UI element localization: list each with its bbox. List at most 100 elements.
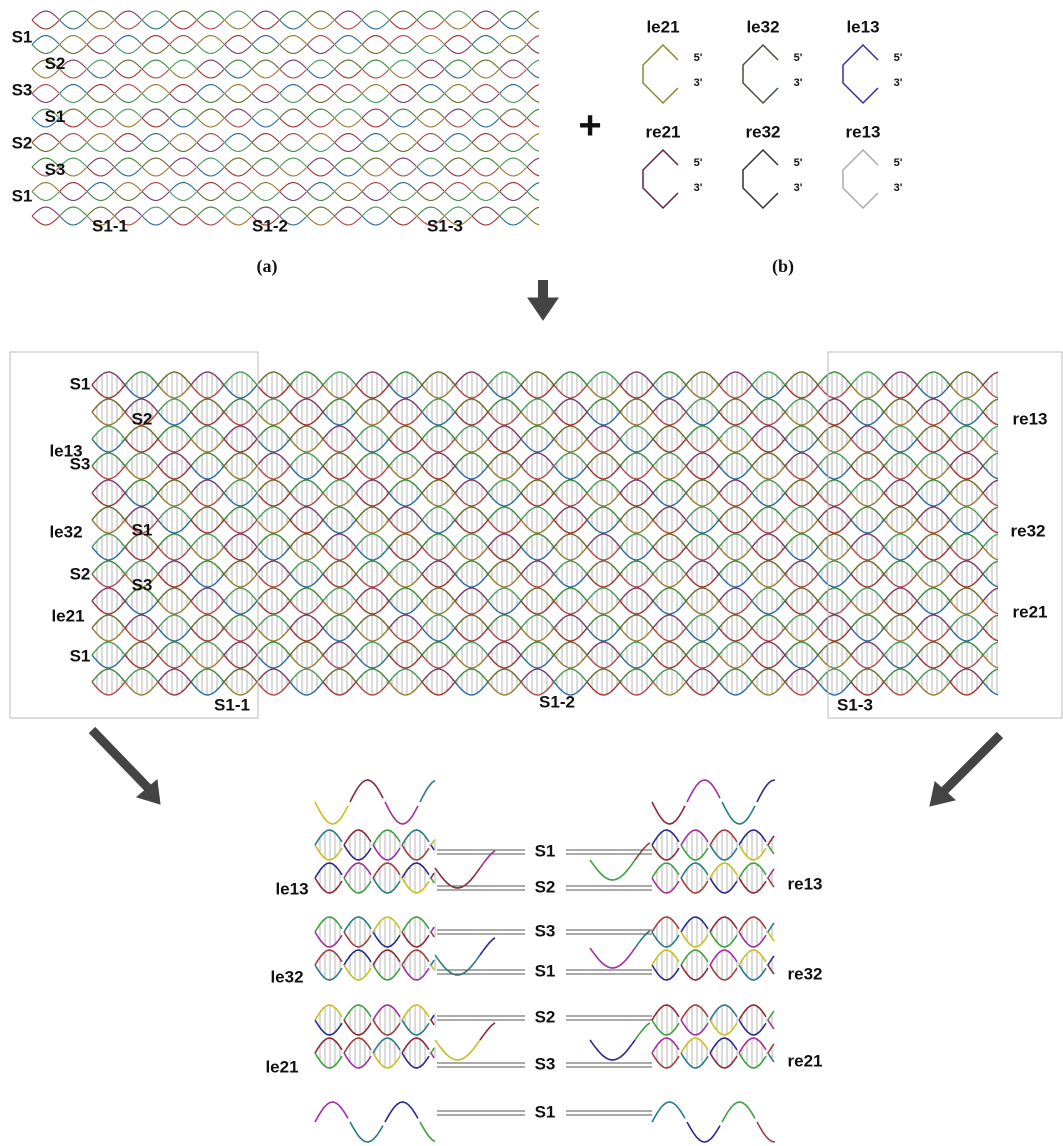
strand (142, 60, 169, 69)
label: re13 (1013, 409, 1048, 428)
strand (225, 36, 252, 45)
base-pairs (92, 507, 997, 533)
label: 5' (894, 157, 903, 169)
strand (191, 561, 224, 574)
strand (356, 480, 389, 493)
strand (290, 547, 323, 560)
strand (390, 134, 417, 143)
strand (191, 628, 224, 641)
strand (950, 615, 983, 628)
strand (335, 192, 362, 201)
strand (417, 11, 444, 20)
strand (362, 94, 389, 103)
strand (488, 547, 521, 560)
strand (280, 60, 307, 69)
strand (225, 85, 252, 94)
strand (390, 94, 417, 103)
strand (87, 45, 114, 54)
strand (225, 192, 252, 201)
strand (125, 466, 158, 479)
strand (60, 143, 87, 152)
strand (445, 192, 472, 201)
strand (500, 109, 527, 118)
label: S3 (535, 1054, 556, 1073)
strand (785, 399, 818, 412)
strand (225, 69, 252, 78)
strand (818, 520, 851, 533)
strand (851, 453, 884, 466)
strand (527, 11, 539, 20)
strand (290, 399, 323, 412)
strand (142, 69, 169, 78)
strand (527, 158, 539, 167)
base-pairs (92, 399, 997, 425)
strand (686, 615, 719, 628)
strand (390, 36, 417, 45)
strand (225, 118, 252, 127)
strand (472, 118, 499, 127)
strand (385, 1102, 418, 1122)
strand (455, 439, 488, 452)
strand (390, 207, 417, 216)
strand (851, 426, 884, 439)
strand (390, 20, 417, 29)
strand (488, 399, 521, 412)
strand (851, 466, 884, 479)
label: S2 (535, 1007, 556, 1026)
strand (191, 682, 224, 695)
strand (115, 45, 142, 54)
strand (280, 45, 307, 54)
strand (686, 520, 719, 533)
strand (344, 1038, 371, 1053)
strand (472, 167, 499, 176)
label: re32 (746, 122, 781, 141)
strand (335, 167, 362, 176)
strand (455, 385, 488, 398)
strand (280, 20, 307, 29)
strand (356, 507, 389, 520)
strand (818, 615, 851, 628)
strand (417, 118, 444, 127)
strand (356, 682, 389, 695)
strand (527, 85, 539, 94)
label: re13 (788, 874, 823, 893)
strand (681, 878, 708, 893)
strand (125, 682, 158, 695)
strand (362, 85, 389, 94)
strand (170, 118, 197, 127)
base-pairs (92, 372, 997, 398)
strand (681, 1020, 708, 1035)
label: S1 (535, 961, 556, 980)
strand (323, 493, 356, 506)
strand (170, 20, 197, 29)
strand (500, 134, 527, 143)
strand (472, 216, 499, 225)
strand (315, 1005, 342, 1020)
strand (431, 927, 434, 932)
strand (344, 1053, 371, 1068)
label: S1-3 (427, 216, 463, 235)
strand (653, 628, 686, 641)
strand (335, 183, 362, 192)
strand (191, 615, 224, 628)
strand (687, 780, 720, 802)
label: (a) (257, 256, 278, 277)
strand (431, 840, 434, 845)
label: 5' (694, 157, 703, 169)
label: re32 (1011, 521, 1046, 540)
strand (158, 385, 191, 398)
strand (191, 480, 224, 493)
strand (344, 830, 371, 845)
strand (653, 493, 686, 506)
strand (60, 94, 87, 103)
strand (455, 547, 488, 560)
strand (344, 965, 371, 980)
strand (785, 615, 818, 628)
strand (125, 669, 158, 682)
strand (455, 588, 488, 601)
strand (488, 453, 521, 466)
strand (252, 134, 279, 143)
strand (488, 615, 521, 628)
strand (252, 183, 279, 192)
strand (435, 1040, 480, 1060)
